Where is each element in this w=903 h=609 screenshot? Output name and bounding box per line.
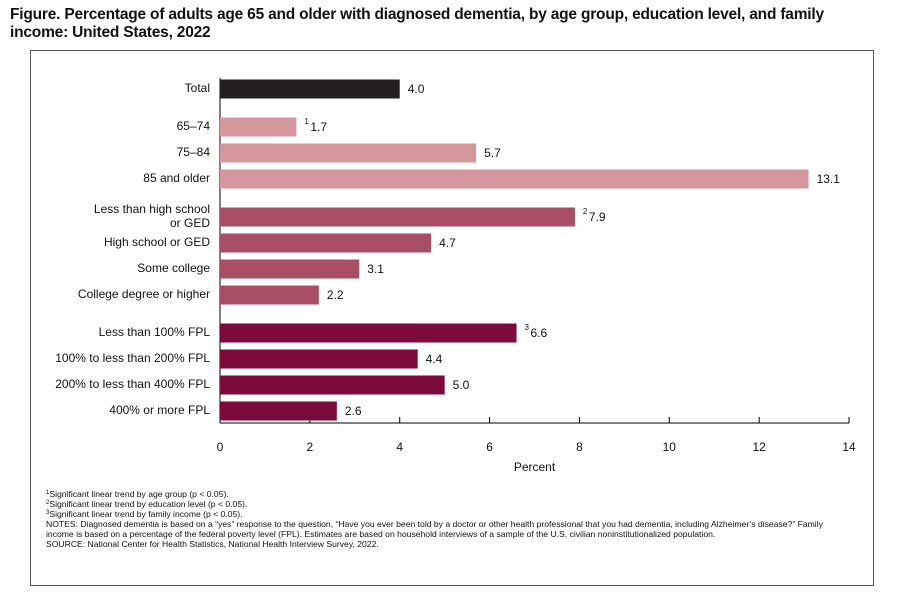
chart-title: Figure. Percentage of adults age 65 and … [10,6,824,41]
source: SOURCE: National Center for Health Stati… [46,539,379,549]
category-label: 65–74 [177,119,211,133]
value-label: 6.6 [531,326,548,340]
category-label: Less than high school or GED [94,202,210,230]
value-label: 2.2 [327,288,344,302]
footnote: 3Significant linear trend by family inco… [46,509,846,519]
category-label: Some college [137,261,210,275]
footnotes: 1Significant linear trend by age group (… [46,489,846,549]
value-label: 2.6 [345,404,362,418]
x-tick-label: 2 [307,440,314,454]
category-label: 100% to less than 200% FPL [55,351,210,365]
value-label: 4.0 [408,82,425,96]
category-label: 400% or more FPL [109,403,210,417]
notes: NOTES: Diagnosed dementia is based on a … [46,519,823,539]
value-label: 3.1 [367,262,384,276]
footnote-mark: 1 [304,117,309,126]
bar [220,117,297,137]
footnote-mark: 2 [46,500,50,506]
category-label: Less than 100% FPL [99,325,211,339]
value-label: 4.4 [426,352,443,366]
x-tick-label: 12 [752,440,766,454]
footnote: 2Significant linear trend by education l… [46,499,846,509]
bar [220,401,337,421]
category-label: 85 and older [143,171,210,185]
x-tick-label: 8 [576,440,583,454]
bar [220,207,575,227]
x-axis-title: Percent [514,460,556,474]
bar [220,169,809,189]
category-label: 200% to less than 400% FPL [55,377,210,391]
bar [220,375,445,395]
bar [220,143,477,163]
x-tick-label: 10 [663,440,677,454]
x-tick-label: 0 [217,440,224,454]
value-label: 13.1 [817,172,841,186]
value-label: 5.0 [453,378,470,392]
footnote-text: Significant linear trend by age group (p… [49,489,229,499]
footnote: 1Significant linear trend by age group (… [46,489,846,499]
bar [220,323,517,343]
footnote-mark: 2 [583,207,588,216]
value-label: 4.7 [439,236,456,250]
x-tick-label: 6 [486,440,493,454]
footnote-text: Significant linear trend by family incom… [49,509,243,519]
footnote-mark: 1 [46,490,50,496]
value-label: 5.7 [484,146,501,160]
value-label: 1.7 [310,120,327,134]
bar [220,285,319,305]
bar [220,233,432,253]
footnote-text: Significant linear trend by education le… [49,499,248,509]
footnote-mark: 3 [525,323,530,332]
category-label: 75–84 [177,145,211,159]
frame [30,50,874,586]
category-label: Total [185,81,210,95]
bar [220,79,400,99]
value-label: 7.9 [589,210,606,224]
category-label: College degree or higher [78,287,210,301]
category-label: High school or GED [104,235,210,249]
footnote-mark: 3 [46,510,50,516]
x-tick-label: 4 [396,440,403,454]
x-tick-label: 14 [842,440,856,454]
bar [220,349,418,369]
bar [220,259,360,279]
